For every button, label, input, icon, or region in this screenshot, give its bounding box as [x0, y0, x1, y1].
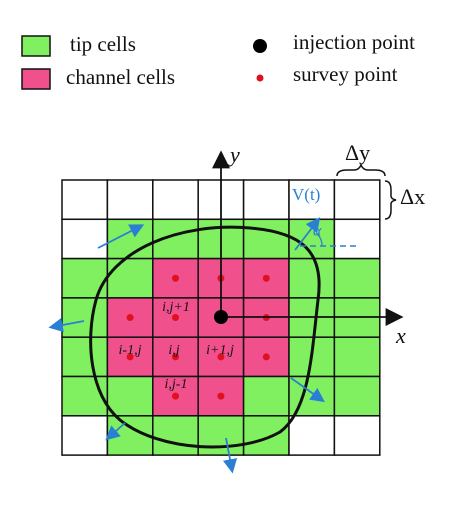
velocity-label: V(t) [292, 185, 320, 204]
legend-label: tip cells [70, 32, 136, 56]
dy-label: Δy [345, 140, 370, 165]
dy-brace [336, 162, 386, 177]
velocity-arrow [97, 224, 145, 249]
survey-point [262, 274, 270, 282]
cell [333, 257, 381, 299]
legend-swatch-channel [21, 68, 51, 90]
velocity-arrow [294, 217, 321, 251]
dx-label: Δx [400, 184, 425, 209]
cell [61, 179, 109, 221]
cell [106, 179, 154, 221]
cell [61, 297, 109, 338]
survey-point [217, 353, 225, 361]
velocity-arrow [222, 437, 238, 474]
legend-label: survey point [293, 62, 398, 86]
survey-point [172, 314, 179, 322]
cell [333, 375, 381, 417]
cell [288, 179, 336, 221]
velocity-arrow [105, 422, 126, 441]
cell [106, 375, 154, 417]
survey-point [126, 314, 134, 322]
cell [333, 218, 381, 260]
survey-point [126, 353, 134, 361]
angle-arc [315, 232, 323, 247]
y-axis-label: y [228, 142, 240, 167]
injection-point [214, 310, 228, 324]
cell [288, 257, 336, 299]
cell-label: i,j [168, 343, 179, 358]
cell [242, 179, 290, 221]
cell [333, 179, 381, 221]
cell [61, 336, 109, 378]
survey-point [262, 353, 270, 361]
cell [197, 415, 245, 456]
legend-swatch-tip [21, 35, 51, 57]
survey-point [172, 353, 179, 361]
survey-point [217, 392, 225, 400]
dx-brace [384, 180, 397, 220]
legend-label: injection point [293, 30, 415, 54]
survey-point [172, 274, 179, 282]
cell [152, 297, 199, 338]
legend-injection-dot [253, 39, 267, 53]
legend-label: channel cells [66, 65, 175, 89]
cell [61, 218, 109, 260]
cell [288, 415, 336, 456]
fracture-front [89, 225, 321, 449]
cell [106, 257, 154, 299]
cell [242, 218, 290, 260]
cell-label: i-1,j [119, 343, 142, 358]
cell [333, 336, 381, 378]
cell [333, 415, 381, 456]
legend-survey-dot [256, 74, 264, 82]
survey-point [172, 392, 179, 400]
grid [61, 179, 381, 456]
cell [152, 415, 199, 456]
cell [152, 179, 199, 221]
cell [242, 375, 290, 417]
velocity-arrow [48, 317, 85, 333]
x-axis-label: x [395, 323, 406, 348]
cell-label: i,j-1 [165, 377, 188, 392]
cell [242, 415, 290, 456]
cell-label: i+1,j [206, 343, 234, 358]
cell [61, 415, 109, 456]
velocity-arrow [290, 377, 325, 403]
cell [61, 257, 109, 299]
cell-label: i,j+1 [162, 300, 190, 315]
